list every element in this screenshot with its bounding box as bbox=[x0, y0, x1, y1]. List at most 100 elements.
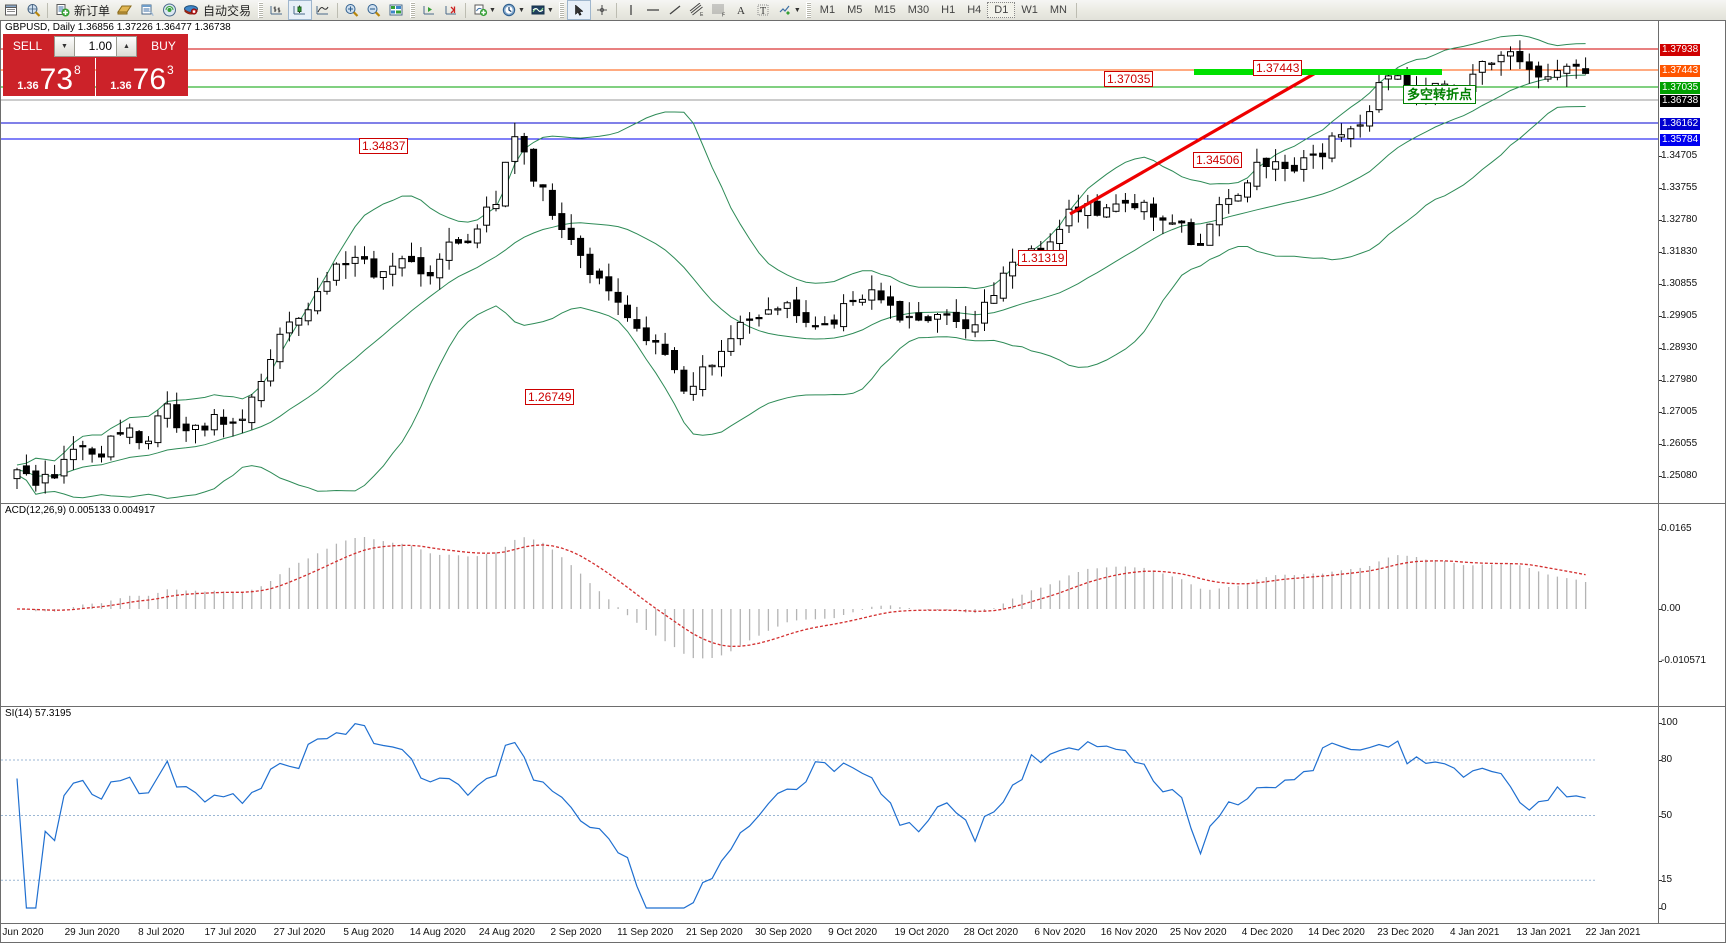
timeframe-mn[interactable]: MN bbox=[1049, 4, 1067, 16]
buy-price-prefix: 1.36 bbox=[110, 80, 132, 92]
auto-scroll-icon[interactable] bbox=[440, 1, 462, 19]
price-pane[interactable]: 1.34837 1.26749 1.31319 1.34506 1.37035 1.374… bbox=[1, 21, 1661, 503]
price-level-label[interactable]: 1.36162 bbox=[1660, 118, 1701, 130]
chart-window[interactable]: GBPUSD, Daily 1.36856 1.37226 1.36477 1.… bbox=[0, 20, 1726, 943]
svg-text:E: E bbox=[700, 12, 704, 17]
chart-annotation[interactable]: 1.37443 bbox=[1253, 60, 1303, 76]
timeframe-m15[interactable]: M15 bbox=[874, 4, 896, 16]
rsi-label: SI(14) 57.3195 bbox=[5, 708, 72, 719]
price-level-label[interactable]: 1.37035 bbox=[1660, 82, 1701, 94]
buy-price[interactable]: 1.36 76 3 bbox=[96, 58, 188, 96]
one-click-trading-panel[interactable]: SELL ▼ 1.00 ▲ BUY 1.36 73 8 1.36 76 3 bbox=[3, 34, 188, 96]
price-tick: 1.29905 bbox=[1658, 310, 1698, 321]
sell-price[interactable]: 1.36 73 8 bbox=[3, 58, 95, 96]
toolbar-grip[interactable] bbox=[558, 2, 564, 18]
price-level-label[interactable]: 1.36738 bbox=[1660, 95, 1701, 107]
autotrading-icon[interactable] bbox=[180, 1, 202, 19]
timeframe-m30[interactable]: M30 bbox=[907, 4, 930, 16]
svg-text:A: A bbox=[737, 5, 745, 17]
volume-decrement-button[interactable]: ▼ bbox=[54, 35, 75, 57]
timeframe-group: M1 M5 M15 M30 H1 H4 D1 W1 MN bbox=[814, 2, 1073, 18]
chart-annotation[interactable]: 1.34506 bbox=[1193, 152, 1243, 168]
chart-shift-icon[interactable] bbox=[418, 1, 440, 19]
data-window-icon[interactable] bbox=[136, 1, 158, 19]
drawings-icon[interactable] bbox=[774, 1, 796, 19]
price-level-label[interactable]: 1.37443 bbox=[1660, 65, 1701, 77]
fibonacci-icon[interactable]: F bbox=[708, 1, 730, 19]
chevron-down-icon[interactable]: ▼ bbox=[489, 6, 496, 14]
trendline-drawing[interactable] bbox=[1, 21, 1661, 503]
volume-increment-button[interactable]: ▲ bbox=[116, 35, 137, 57]
equidistant-channel-icon[interactable]: E bbox=[686, 1, 708, 19]
text-label-icon[interactable]: A bbox=[730, 1, 752, 19]
time-tick: 9 Oct 2020 bbox=[828, 927, 878, 938]
toolbar-grip[interactable] bbox=[258, 2, 264, 18]
toolbar-grip[interactable] bbox=[410, 2, 416, 18]
periods-icon[interactable] bbox=[498, 1, 520, 19]
zoom-out-icon[interactable] bbox=[363, 1, 385, 19]
pane-divider[interactable] bbox=[1, 706, 1725, 707]
time-tick: 6 Nov 2020 bbox=[1034, 927, 1086, 938]
timeframe-d1[interactable]: D1 bbox=[987, 2, 1016, 18]
svg-text:T: T bbox=[760, 6, 766, 17]
autotrading-label[interactable]: 自动交易 bbox=[203, 3, 252, 18]
price-axis[interactable]: 1.34705 1.33755 1.32780 1.31830 1.30855 1.299… bbox=[1658, 21, 1725, 503]
new-order-label[interactable]: 新订单 bbox=[74, 3, 111, 18]
chart-annotation[interactable]: 1.34837 bbox=[359, 138, 409, 154]
new-order-icon[interactable] bbox=[51, 1, 73, 19]
time-tick: 29 Jun 2020 bbox=[64, 927, 120, 938]
timeframe-h4[interactable]: H4 bbox=[967, 4, 982, 16]
zoom-in-icon[interactable] bbox=[341, 1, 363, 19]
chevron-down-icon[interactable]: ▼ bbox=[517, 6, 525, 14]
sell-button[interactable]: SELL bbox=[3, 34, 52, 58]
rsi-axis[interactable]: 100 80 50 15 0 bbox=[1658, 707, 1725, 926]
vertical-line-icon[interactable] bbox=[620, 1, 642, 19]
volume-input[interactable]: 1.00 bbox=[75, 35, 116, 57]
resistance-zone-marker[interactable] bbox=[1194, 69, 1442, 75]
timeframe-w1[interactable]: W1 bbox=[1021, 4, 1038, 16]
chevron-down-icon[interactable]: ▼ bbox=[546, 6, 554, 14]
text-icon[interactable]: T bbox=[752, 1, 774, 19]
signals-icon[interactable] bbox=[158, 1, 180, 19]
line-chart-icon[interactable] bbox=[312, 1, 334, 19]
chart-annotation[interactable]: 多空转折点 bbox=[1403, 85, 1477, 104]
crosshair-icon[interactable] bbox=[591, 1, 613, 19]
time-tick: 14 Aug 2020 bbox=[409, 927, 466, 938]
horizontal-line-icon[interactable] bbox=[642, 1, 664, 19]
timeframe-m5[interactable]: M5 bbox=[847, 4, 863, 16]
templates-icon[interactable] bbox=[527, 1, 549, 19]
sell-price-big: 73 bbox=[39, 63, 74, 96]
macd-pane[interactable]: ACD(12,26,9) 0.005133 0.004917 0.0165 0.0… bbox=[1, 504, 1725, 706]
cursor-icon[interactable] bbox=[566, 0, 591, 20]
toolbar-separator bbox=[337, 2, 339, 18]
timeframe-h1[interactable]: H1 bbox=[941, 4, 956, 16]
macd-tick: 0.00 bbox=[1658, 603, 1681, 614]
chart-annotation[interactable]: 1.31319 bbox=[1018, 250, 1068, 266]
indicators-icon[interactable] bbox=[469, 1, 491, 19]
chart-annotation[interactable]: 1.37035 bbox=[1104, 71, 1154, 87]
terminal-icon[interactable] bbox=[0, 1, 22, 19]
macd-tick: -0.010571 bbox=[1658, 654, 1707, 666]
navigator-icon[interactable] bbox=[114, 1, 136, 19]
buy-price-big: 76 bbox=[132, 63, 167, 96]
volume-stepper[interactable]: ▼ 1.00 ▲ bbox=[52, 34, 139, 58]
pane-divider[interactable] bbox=[1, 503, 1725, 504]
chart-annotation[interactable]: 1.26749 bbox=[525, 389, 575, 405]
bar-chart-icon[interactable] bbox=[266, 1, 288, 19]
rsi-tick: 80 bbox=[1658, 754, 1673, 765]
chevron-down-icon[interactable]: ▼ bbox=[793, 6, 801, 14]
price-level-label[interactable]: 1.35784 bbox=[1660, 134, 1701, 146]
price-level-label[interactable]: 1.37938 bbox=[1660, 44, 1701, 56]
candlestick-chart-icon[interactable] bbox=[288, 0, 313, 20]
timeframe-m1[interactable]: M1 bbox=[819, 4, 836, 16]
macd-axis[interactable]: 0.0165 0.00 -0.010571 bbox=[1658, 504, 1725, 706]
toolbar-grip[interactable] bbox=[805, 2, 811, 18]
trendline-icon[interactable] bbox=[664, 1, 686, 19]
rsi-pane[interactable]: SI(14) 57.3195 100 80 50 15 0 bbox=[1, 707, 1725, 926]
market-watch-icon[interactable] bbox=[22, 1, 44, 19]
buy-button[interactable]: BUY bbox=[139, 34, 188, 58]
price-plot bbox=[1, 34, 1661, 499]
rsi-tick: 100 bbox=[1659, 717, 1678, 728]
time-axis[interactable]: Jun 2020 29 Jun 2020 8 Jul 2020 17 Jul 2020… bbox=[1, 923, 1725, 942]
tile-windows-icon[interactable] bbox=[385, 1, 407, 19]
